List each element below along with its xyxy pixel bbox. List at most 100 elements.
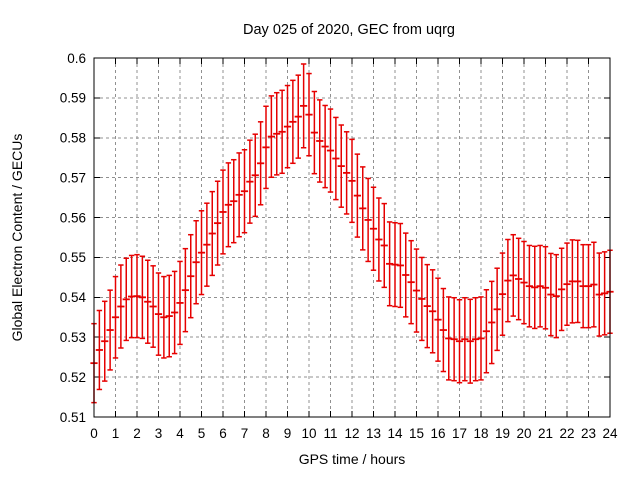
error-bar xyxy=(531,245,539,330)
error-bar xyxy=(547,252,555,337)
x-tick-label: 10 xyxy=(301,426,316,441)
error-bar xyxy=(251,133,259,218)
y-tick-label: 0.56 xyxy=(60,210,86,225)
error-bar xyxy=(181,247,189,333)
error-bar xyxy=(558,247,566,332)
error-bar xyxy=(203,202,211,287)
x-axis-label: GPS time / hours xyxy=(299,451,406,467)
x-tick-label: 24 xyxy=(602,426,618,441)
error-bar xyxy=(493,267,501,352)
error-bar xyxy=(450,296,458,382)
error-bar xyxy=(515,237,523,321)
error-bar xyxy=(294,74,302,159)
x-tick-label: 0 xyxy=(90,426,98,441)
error-bar xyxy=(509,233,517,317)
error-bar xyxy=(498,252,507,336)
error-bar xyxy=(348,138,356,224)
error-bar xyxy=(375,197,383,282)
x-tick-label: 13 xyxy=(366,426,381,441)
plot-border xyxy=(93,57,611,418)
error-bar xyxy=(482,289,490,374)
y-tick-label: 0.51 xyxy=(60,410,86,425)
error-bar xyxy=(165,274,173,358)
error-bar xyxy=(590,241,598,328)
y-tick-label: 0.54 xyxy=(60,290,87,305)
error-bar xyxy=(240,148,249,234)
error-bar xyxy=(380,202,388,289)
error-bar xyxy=(224,162,232,248)
x-tick-label: 14 xyxy=(387,426,403,441)
error-bar xyxy=(584,243,593,329)
error-bar xyxy=(439,287,447,373)
error-bar xyxy=(343,131,351,215)
error-bar xyxy=(434,277,442,362)
error-bar xyxy=(525,244,533,328)
error-bar xyxy=(160,275,168,359)
error-bar xyxy=(219,169,227,255)
error-bar xyxy=(402,232,410,318)
error-bar xyxy=(154,272,163,356)
error-bar xyxy=(214,180,222,266)
x-tick-label: 6 xyxy=(219,426,227,441)
error-bar xyxy=(176,260,184,346)
y-tick-label: 0.52 xyxy=(60,370,86,385)
x-tick-labels: 0 1 2 3 4 5 6 7 8 9 10 11 12 13 14 15 16 17 18 19 20 21 22 23 24 xyxy=(90,426,618,441)
y-tick-label: 0.6 xyxy=(67,51,86,66)
error-bar xyxy=(122,257,130,342)
error-bar xyxy=(262,105,270,190)
error-bar xyxy=(305,72,313,157)
error-bar xyxy=(407,239,415,325)
error-bar xyxy=(171,270,179,355)
x-tick-label: 9 xyxy=(284,426,292,441)
x-tick-label: 5 xyxy=(198,426,206,441)
error-bar xyxy=(337,124,345,208)
error-bar xyxy=(369,186,378,271)
y-tick-label: 0.57 xyxy=(60,170,86,185)
x-tick-label: 7 xyxy=(241,426,249,441)
x-tick-label: 4 xyxy=(176,426,184,441)
x-tick-label: 8 xyxy=(262,426,270,441)
error-bar xyxy=(552,253,560,339)
error-bar xyxy=(536,244,544,328)
error-bar xyxy=(133,253,141,339)
error-bar xyxy=(310,90,318,175)
error-bar xyxy=(273,91,281,176)
y-tick-label: 0.58 xyxy=(60,131,86,146)
x-tick-label: 19 xyxy=(495,426,510,441)
x-tick-label: 23 xyxy=(581,426,596,441)
y-axis-label: Global Electron Content / GECUs xyxy=(9,134,25,342)
y-tick-label: 0.53 xyxy=(60,330,86,345)
error-bar xyxy=(246,139,254,224)
error-bar xyxy=(461,296,469,382)
error-bar xyxy=(289,79,297,165)
error-bar xyxy=(197,210,206,296)
error-bar xyxy=(520,240,528,325)
x-tick-label: 18 xyxy=(473,426,488,441)
x-tick-label: 12 xyxy=(344,426,359,441)
error-bar xyxy=(396,222,404,309)
error-bar xyxy=(364,177,372,263)
error-bar xyxy=(601,251,609,336)
x-tick-label: 16 xyxy=(430,426,445,441)
x-tick-label: 1 xyxy=(112,426,120,441)
error-bar xyxy=(574,239,582,324)
error-bar xyxy=(267,95,275,179)
x-tick-label: 22 xyxy=(559,426,574,441)
x-tick-label: 17 xyxy=(452,426,467,441)
error-bar xyxy=(477,296,485,381)
error-bar xyxy=(283,84,292,169)
error-bar xyxy=(423,263,431,349)
error-bar xyxy=(412,248,421,333)
error-bar xyxy=(504,238,512,323)
error-bar xyxy=(278,89,286,175)
error-bar xyxy=(144,259,152,344)
error-bar xyxy=(187,233,195,319)
error-bar xyxy=(353,153,361,238)
error-bar xyxy=(138,255,146,340)
error-bar xyxy=(418,256,426,342)
error-bar xyxy=(455,298,464,384)
error-bar xyxy=(541,245,550,330)
error-bar xyxy=(563,242,571,327)
